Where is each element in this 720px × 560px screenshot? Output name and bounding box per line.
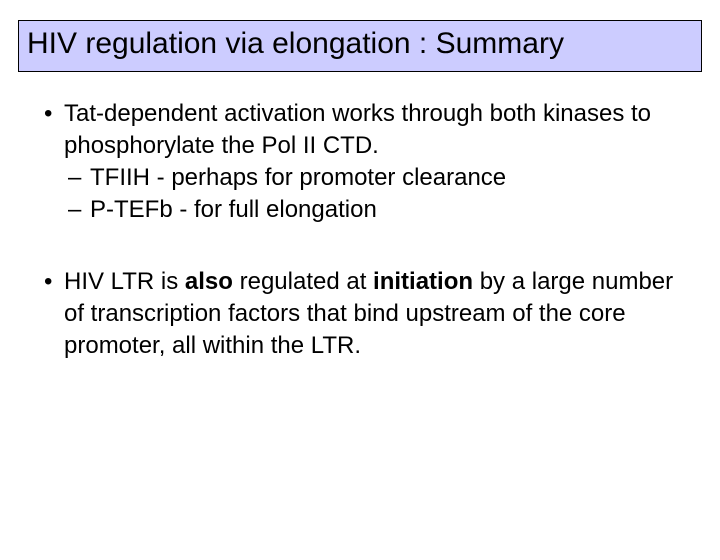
bullet-item: • Tat-dependent activation works through…: [44, 98, 676, 226]
slide-title: HIV regulation via elongation : Summary: [27, 27, 693, 61]
text-segment: regulated at: [233, 268, 373, 295]
sub-bullet-row: – TFIIH - perhaps for promoter clearance: [44, 162, 676, 194]
bullet-text: Tat-dependent activation works through b…: [64, 98, 676, 162]
title-box: HIV regulation via elongation : Summary: [18, 20, 702, 72]
sub-bullet-row: – P-TEFb - for full elongation: [44, 194, 676, 226]
bullet-text: HIV LTR is also regulated at initiation …: [64, 266, 676, 362]
bullet-marker: •: [44, 98, 64, 130]
text-segment: HIV LTR is: [64, 268, 185, 295]
bullet-marker: •: [44, 266, 64, 298]
sub-bullet-text: P-TEFb - for full elongation: [90, 194, 676, 226]
sub-bullet-marker: –: [68, 162, 90, 194]
bullet-row: • HIV LTR is also regulated at initiatio…: [44, 266, 676, 362]
sub-bullet-text: TFIIH - perhaps for promoter clearance: [90, 162, 676, 194]
bullet-item: • HIV LTR is also regulated at initiatio…: [44, 266, 676, 362]
sub-bullet-marker: –: [68, 194, 90, 226]
content-area: • Tat-dependent activation works through…: [0, 72, 720, 362]
bullet-row: • Tat-dependent activation works through…: [44, 98, 676, 162]
text-bold: also: [185, 268, 233, 295]
text-bold: initiation: [373, 268, 473, 295]
